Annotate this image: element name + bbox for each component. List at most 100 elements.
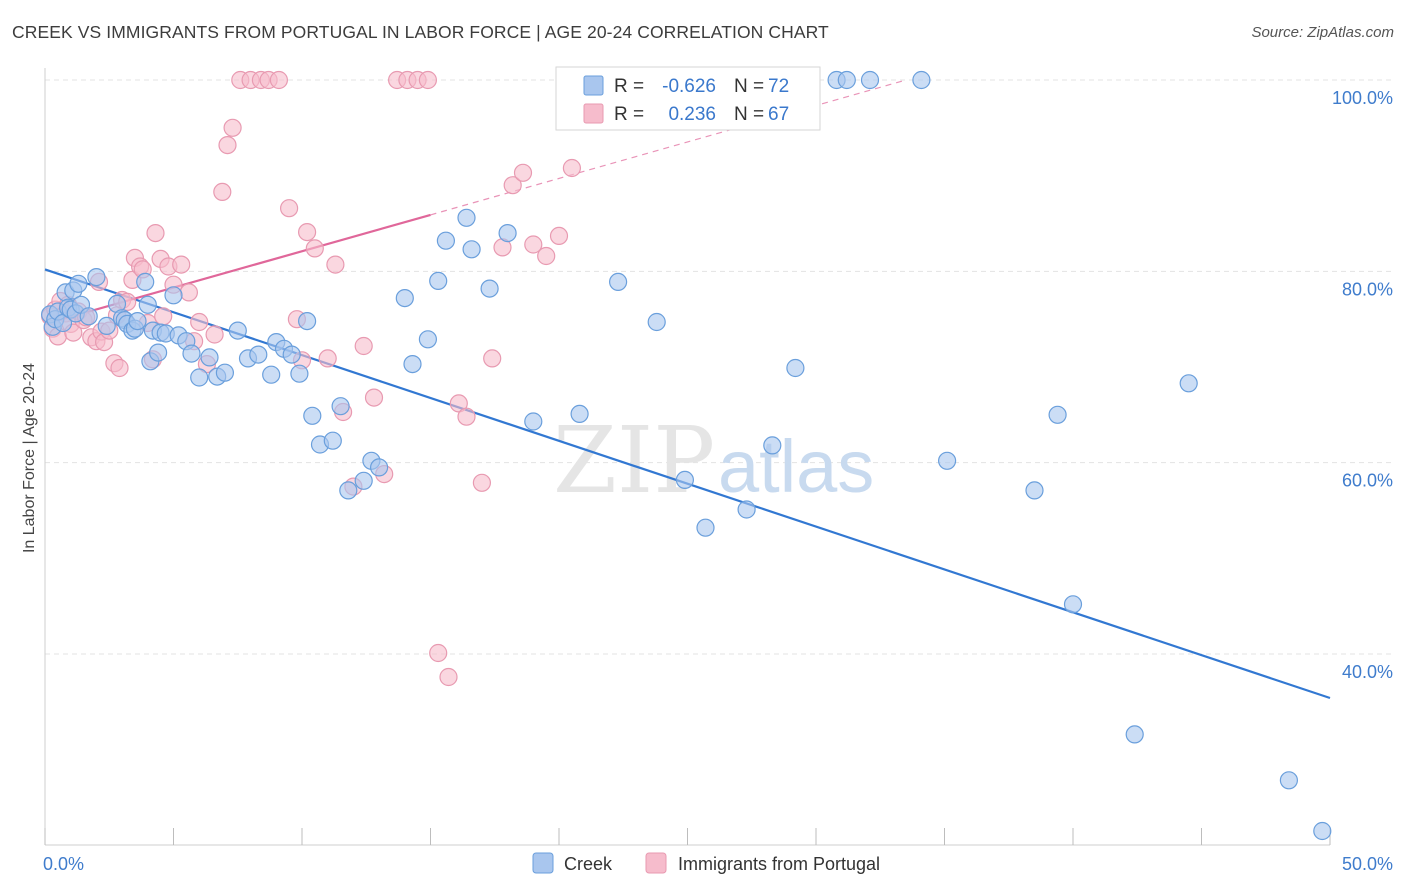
y-tick-label: 100.0% <box>1332 88 1393 108</box>
creek-point <box>1025 481 1044 500</box>
creek-point <box>837 70 856 90</box>
creek-point <box>331 397 350 416</box>
bottom-legend: Creek Immigrants from Portugal <box>532 852 880 874</box>
portugal-point <box>457 407 476 426</box>
legend-r-value-1: -0.626 <box>662 76 716 97</box>
creek-point <box>570 404 589 423</box>
creek-point <box>462 240 481 259</box>
creek-point <box>370 458 389 477</box>
chart-title: CREEK VS IMMIGRANTS FROM PORTUGAL IN LAB… <box>12 22 829 42</box>
creek-point <box>339 481 358 500</box>
portugal-point <box>154 307 173 326</box>
portugal-point <box>429 643 448 663</box>
x-tick-label: 50.0% <box>1342 854 1393 874</box>
legend-r-value-2: 0.236 <box>668 104 716 125</box>
bottom-legend-label-portugal: Immigrants from Portugal <box>678 854 880 874</box>
creek-point <box>190 368 209 387</box>
creek-point <box>608 272 628 291</box>
creek-point <box>763 436 782 455</box>
creek-point <box>436 231 455 250</box>
creek-point <box>262 365 281 384</box>
bottom-legend-swatch-portugal <box>645 852 667 874</box>
creek-point <box>149 343 168 362</box>
portugal-point <box>213 182 232 201</box>
legend-n-label-2: N = <box>734 104 764 125</box>
bottom-legend-swatch-creek <box>532 852 554 874</box>
source-credit: Source: ZipAtlas.com <box>1251 24 1394 41</box>
watermark-atlas: atlas <box>718 425 874 508</box>
legend-swatch-portugal <box>583 103 604 124</box>
portugal-point <box>298 223 317 242</box>
portugal-point <box>483 349 502 368</box>
creek-point <box>1313 821 1332 841</box>
creek-point <box>138 295 157 314</box>
creek-point <box>228 321 247 340</box>
portugal-point <box>439 667 458 687</box>
creek-point <box>282 345 301 364</box>
creek-point <box>182 344 201 363</box>
y-tick-label: 60.0% <box>1342 471 1393 491</box>
creek-point <box>97 316 116 335</box>
portugal-point <box>326 255 345 274</box>
creek-point <box>1279 771 1299 790</box>
creek-point <box>164 286 183 305</box>
legend-n-label-1: N = <box>734 76 764 97</box>
creek-point <box>524 412 543 431</box>
creek-point <box>1125 725 1144 744</box>
creek-point <box>1063 595 1083 614</box>
portugal-point <box>146 224 165 243</box>
legend-r-label-2: R = <box>614 104 644 125</box>
legend-n-value-1: 72 <box>768 76 789 97</box>
creek-point <box>290 364 309 383</box>
portugal-point <box>472 473 491 492</box>
creek-point <box>395 289 414 308</box>
creek-point <box>696 518 715 537</box>
portugal-point <box>549 226 569 245</box>
trend-lines <box>44 79 1331 700</box>
portugal-point <box>172 255 191 274</box>
portugal-point <box>205 325 224 344</box>
portugal-point <box>318 349 337 368</box>
bottom-legend-label-creek: Creek <box>564 854 613 874</box>
legend-swatch-creek <box>583 75 604 96</box>
watermark: ZIP atlas <box>553 407 874 514</box>
portugal-point <box>513 163 533 182</box>
portugal-point <box>179 283 198 302</box>
portugal-point <box>524 235 543 254</box>
portugal-point <box>223 118 242 137</box>
y-tick-label: 80.0% <box>1342 279 1393 299</box>
creek-point <box>480 279 499 298</box>
legend-box: R = -0.626 N = 72 R = 0.236 N = 67 <box>555 66 821 131</box>
creek-point <box>498 224 517 243</box>
portugal-point <box>280 199 299 218</box>
portugal-point <box>537 246 556 266</box>
creek-point <box>323 431 342 450</box>
creek-point <box>647 312 666 332</box>
creek-point <box>200 348 219 367</box>
creek-point <box>418 330 437 349</box>
portugal-point <box>218 136 237 155</box>
tick-labels: 40.0% 60.0% 80.0% 100.0% 0.0% 50.0% <box>43 88 1393 874</box>
creek-point <box>249 345 268 364</box>
creek-point <box>128 312 147 331</box>
creek-point <box>215 363 234 382</box>
portugal-point <box>305 239 324 258</box>
creek-point <box>303 406 322 425</box>
portugal-trend-line <box>44 213 431 326</box>
portugal-point <box>354 336 373 356</box>
portugal-point <box>364 388 384 407</box>
portugal-point <box>562 158 582 178</box>
creek-point <box>429 271 448 290</box>
creek-point <box>675 470 695 489</box>
portugal-point <box>418 70 437 90</box>
creek-point <box>136 272 155 291</box>
creek-point <box>403 355 422 374</box>
creek-point <box>298 312 317 331</box>
creek-point <box>457 208 476 227</box>
creek-point <box>354 471 373 490</box>
creek-point <box>69 274 88 293</box>
y-tick-label: 40.0% <box>1342 662 1393 682</box>
legend-r-label-1: R = <box>614 76 644 97</box>
creek-point <box>79 307 98 326</box>
